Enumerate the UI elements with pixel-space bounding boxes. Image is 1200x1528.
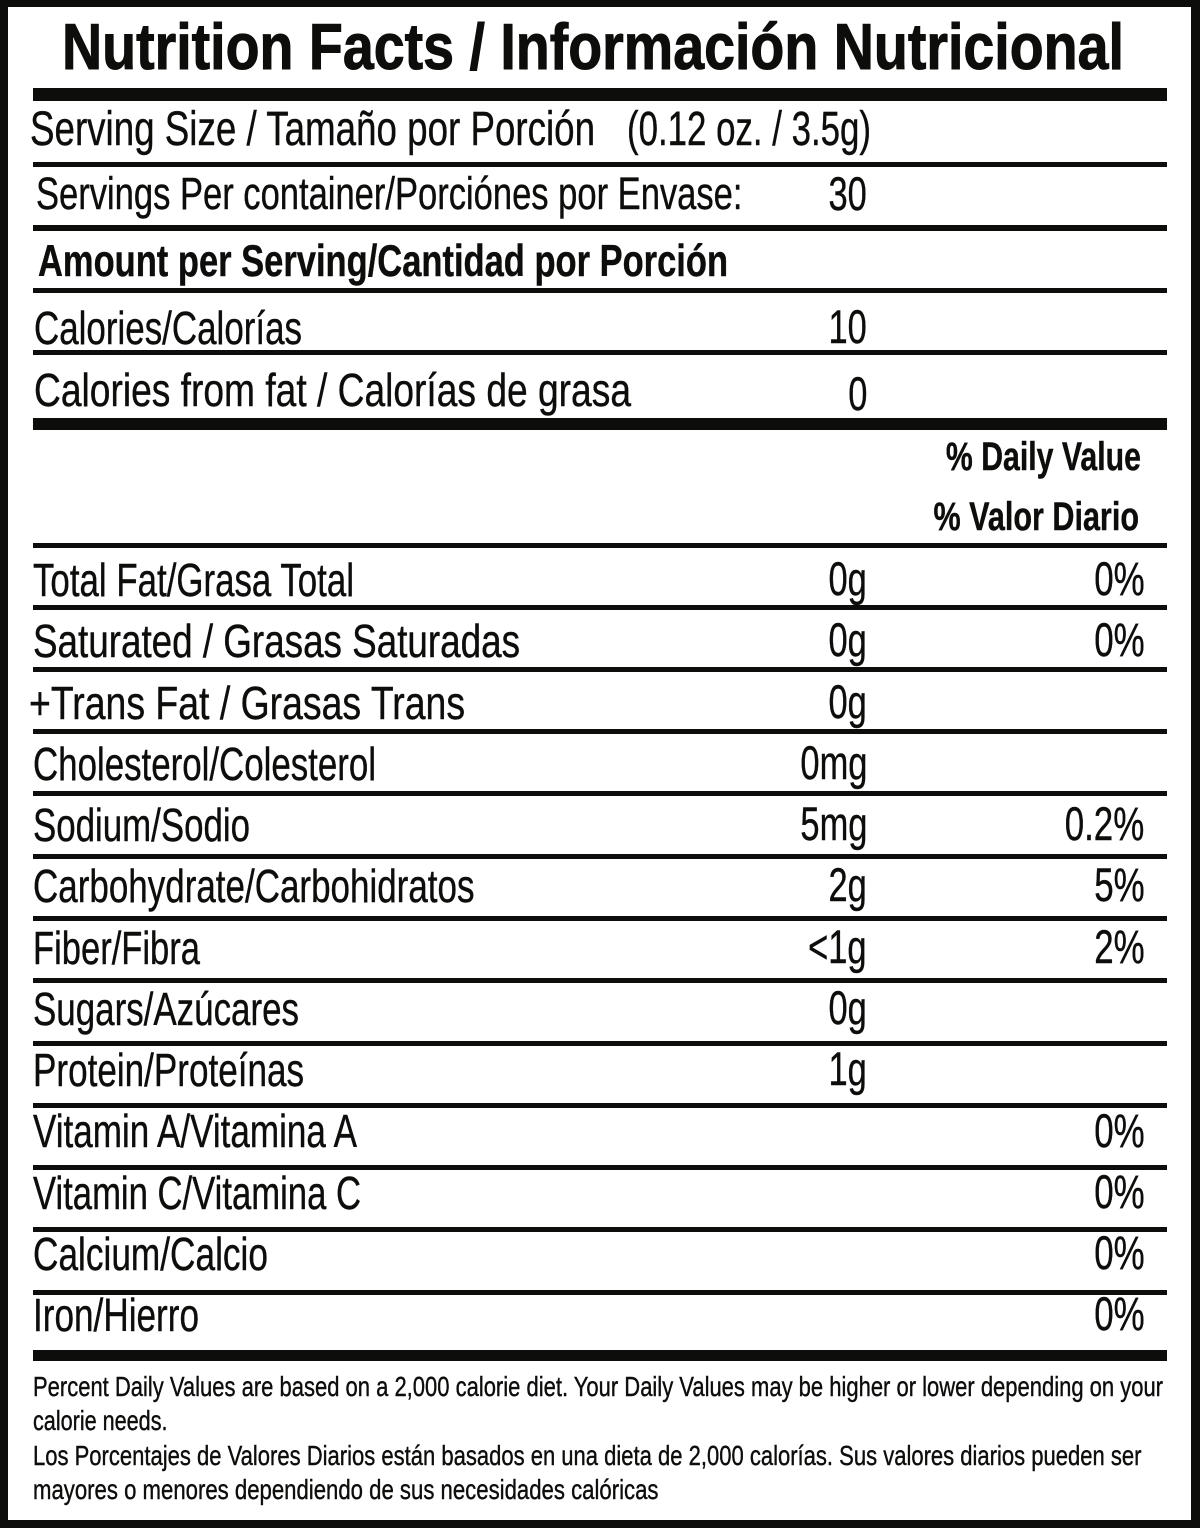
- rule-row-9: [33, 1165, 1167, 1170]
- nutrient-row-4-dv: 0.2%: [1064, 798, 1145, 852]
- nutrient-row-1-amount: 0g: [828, 614, 868, 668]
- rule-row-3: [33, 791, 1167, 797]
- nutrient-row-11-dv: 0%: [1094, 1227, 1145, 1281]
- nutrient-row-4-amount: 5mg: [800, 798, 867, 852]
- footnote-en-line1: Percent Daily Values are based on a 2,00…: [32, 1371, 1163, 1403]
- nutrient-row-0-label: Total Fat/Grasa Total: [32, 553, 354, 606]
- nutrient-row-7-label: Sugars/Azúcares: [32, 982, 299, 1035]
- rule-row-4: [33, 853, 1167, 859]
- nutrient-row-4-label: Sodium/Sodio: [32, 799, 250, 851]
- rule-amount-header: [33, 287, 1167, 293]
- nutrient-row-12-dv: 0%: [1094, 1288, 1145, 1342]
- nutrient-row-5-amount: 2g: [828, 859, 868, 913]
- nutrient-row-2-amount: 0g: [828, 675, 868, 729]
- nutrient-row-6-amount: <1g: [808, 920, 867, 974]
- rule-serving-size: [33, 161, 1167, 167]
- daily-value-header-en: % Daily Value: [945, 434, 1141, 479]
- nutrient-row-5-dv: 5%: [1094, 859, 1145, 913]
- rule-row-8: [33, 1102, 1167, 1108]
- nutrient-row-10-label: Vitamin C/Vitamina C: [32, 1166, 361, 1219]
- amount-header: Amount per Serving/Cantidad por Porción: [38, 236, 729, 286]
- calories-from-fat-label: Calories from fat / Calorías de grasa: [34, 363, 631, 416]
- nutrient-row-9-label: Vitamin A/Vitamina A: [32, 1105, 357, 1158]
- nutrient-row-1-dv: 0%: [1094, 614, 1145, 668]
- nutrient-row-8-amount: 1g: [828, 1043, 868, 1097]
- bar-thick-top: [33, 417, 1167, 430]
- nutrient-row-0-amount: 0g: [828, 553, 868, 606]
- rule-row-5: [33, 915, 1167, 921]
- rule-row-11: [33, 1289, 1167, 1295]
- rule-servings: [33, 224, 1167, 231]
- rule-row-1: [33, 666, 1167, 672]
- nutrient-row-5-label: Carbohydrate/Carbohidratos: [32, 860, 474, 913]
- serving-size-value: (0.12 oz. / 3.5g): [627, 103, 872, 157]
- nutrient-row-0-dv: 0%: [1094, 553, 1145, 606]
- rule-row-0: [33, 604, 1167, 610]
- serving-size-label: Serving Size / Tamaño por Porción: [29, 103, 595, 157]
- nutrient-row-3-amount: 0mg: [800, 736, 867, 790]
- rule-row-2: [33, 729, 1167, 735]
- nutrient-row-11-label: Calcium/Calcio: [32, 1228, 268, 1280]
- footnote-es-line1: Los Porcentajes de Valores Diarios están…: [32, 1439, 1141, 1471]
- rule-row-10: [33, 1227, 1167, 1233]
- nutrient-row-12-label: Iron/Hierro: [32, 1289, 199, 1342]
- nutrient-row-2-label: +Trans Fat / Grasas Trans: [29, 676, 466, 729]
- rule-row-7: [33, 1040, 1167, 1046]
- rule-calories: [33, 349, 1167, 355]
- page-title: Nutrition Facts / Información Nutriciona…: [61, 9, 1124, 83]
- calories-from-fat-value: 0: [847, 368, 867, 421]
- nutrient-row-6-label: Fiber/Fibra: [32, 921, 200, 974]
- calories-label: Calories/Calorías: [34, 301, 303, 354]
- nutrient-row-10-dv: 0%: [1094, 1165, 1145, 1219]
- nutrient-row-1-label: Saturated / Grasas Saturadas: [32, 615, 520, 668]
- bar-thick-bottom: [33, 1350, 1167, 1361]
- nutrient-row-9-dv: 0%: [1094, 1104, 1145, 1158]
- nutrient-row-7-amount: 0g: [828, 982, 868, 1035]
- calories-value: 10: [828, 301, 868, 354]
- footnote-es-line2: mayores o menores dependiendo de sus nec…: [32, 1473, 658, 1505]
- footnote-en-line2: calorie needs.: [32, 1405, 167, 1437]
- rule-row-6: [33, 978, 1167, 984]
- nutrient-row-3-label: Cholesterol/Colesterol: [32, 737, 376, 790]
- nutrient-row-6-dv: 2%: [1094, 920, 1145, 974]
- title-underline: [33, 88, 1167, 101]
- servings-value: 30: [828, 167, 868, 221]
- servings-label: Servings Per container/Porciónes por Env…: [36, 167, 743, 219]
- rule-daily-value: [33, 542, 1167, 548]
- daily-value-header-es: % Valor Diario: [932, 494, 1139, 539]
- nutrient-row-8-label: Protein/Proteínas: [32, 1044, 304, 1097]
